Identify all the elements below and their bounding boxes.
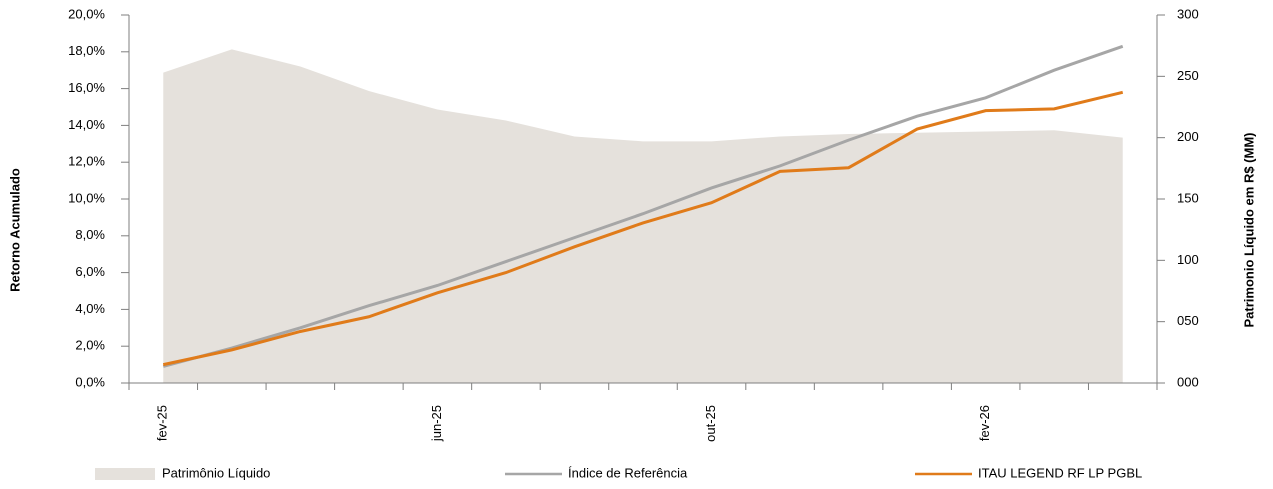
y-tick-label: 20,0% [68, 6, 105, 21]
y-tick-label: 12,0% [68, 154, 105, 169]
x-tick-label: fev-25 [155, 405, 170, 441]
area [163, 49, 1123, 383]
y-axis-title: Retorno Acumulado [7, 168, 22, 292]
y-tick-label: 14,0% [68, 117, 105, 132]
line [162, 90, 1124, 367]
y-tick-label: 10,0% [68, 190, 105, 205]
line [162, 44, 1124, 368]
y-tick-label: 0,0% [75, 374, 105, 389]
y2-tick-label: 200 [1177, 129, 1199, 144]
y2-axis-title: Patrimonio Líquido em R$ (MM) [1241, 133, 1256, 328]
y-tick-label: 8,0% [75, 227, 105, 242]
x-tick-label: jun-25 [429, 405, 444, 442]
y-tick-label: 2,0% [75, 338, 105, 353]
y2-tick-label: 000 [1177, 374, 1199, 389]
y2-tick-label: 050 [1177, 313, 1199, 328]
x-tick-label: out-25 [703, 405, 718, 442]
legend-label: Patrimônio Líquido [162, 465, 270, 480]
y2-tick-label: 150 [1177, 190, 1199, 205]
y-tick-label: 6,0% [75, 264, 105, 279]
x-tick-label: fev-26 [977, 405, 992, 441]
legend-label: ITAU LEGEND RF LP PGBL [978, 465, 1142, 480]
y-tick-label: 18,0% [68, 43, 105, 58]
y2-tick-label: 100 [1177, 252, 1199, 267]
legend-swatch [95, 468, 155, 480]
y2-tick-label: 300 [1177, 6, 1199, 21]
legend-label: Índice de Referência [568, 465, 688, 480]
y-tick-label: 16,0% [68, 80, 105, 95]
y2-tick-label: 250 [1177, 68, 1199, 83]
y-tick-label: 4,0% [75, 301, 105, 316]
